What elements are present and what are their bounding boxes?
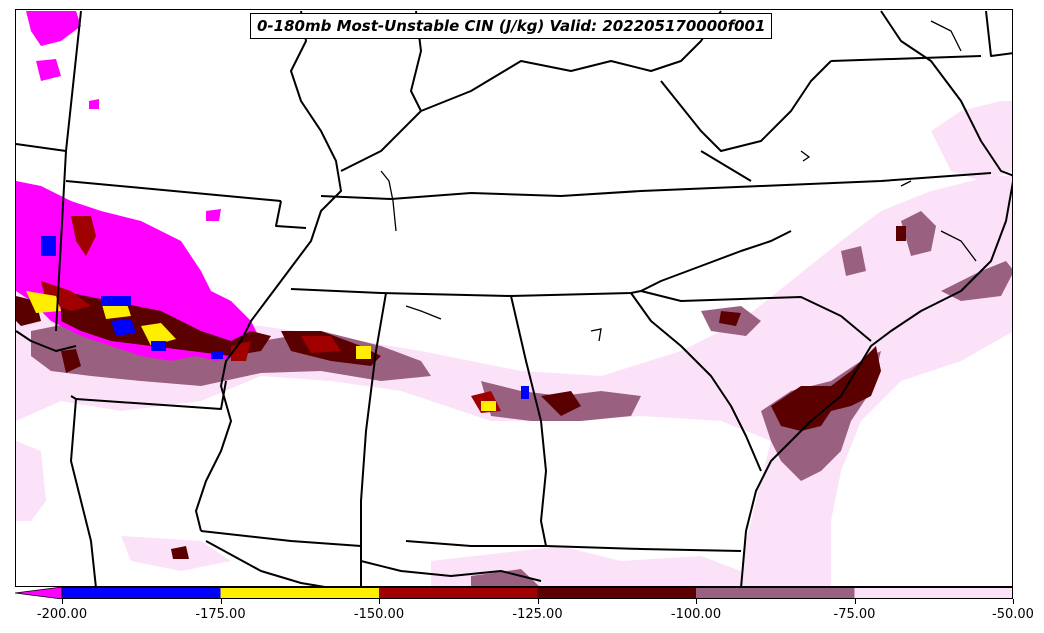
colorbar-tick-label: -50.00 (992, 607, 1034, 622)
colorbar-bin-0 (62, 587, 221, 599)
colorbar-bin-4 (696, 587, 855, 599)
colorbar-tick-label: -150.00 (353, 607, 405, 622)
colorbar-bin-3 (537, 587, 696, 599)
colorbar-tickmark (379, 599, 380, 604)
cin-field-blue (41, 236, 529, 399)
colorbar-outline (61, 587, 1013, 599)
colorbar-under-arrow (15, 587, 63, 599)
colorbar-bin-5 (854, 587, 1013, 599)
colorbar-tickmark (220, 599, 222, 604)
colorbar-tickmark (537, 599, 539, 604)
colorbar-tick-label: -75.00 (833, 607, 876, 622)
rivers-and-lakes (380, 20, 977, 342)
colorbar (15, 587, 1013, 599)
map-title: 0-180mb Most-Unstable CIN (J/kg) Valid: … (250, 13, 773, 39)
colorbar-tick-label: -125.00 (512, 607, 563, 622)
colorbar-tick-label: -100.00 (670, 607, 722, 622)
colorbar-tickmark (854, 599, 856, 604)
colorbar-bin-2 (379, 587, 538, 599)
state-boundaries (16, 10, 1012, 586)
colorbar-tickmark (1013, 599, 1014, 604)
colorbar-tickmark (696, 599, 697, 604)
colorbar-tick-label: -175.00 (195, 607, 246, 622)
map-panel (15, 9, 1013, 587)
colorbar-tickmark (62, 599, 63, 604)
colorbar-tick-label: -200.00 (36, 607, 88, 622)
colorbar-bin-1 (220, 587, 379, 599)
cin-map (16, 10, 1012, 586)
